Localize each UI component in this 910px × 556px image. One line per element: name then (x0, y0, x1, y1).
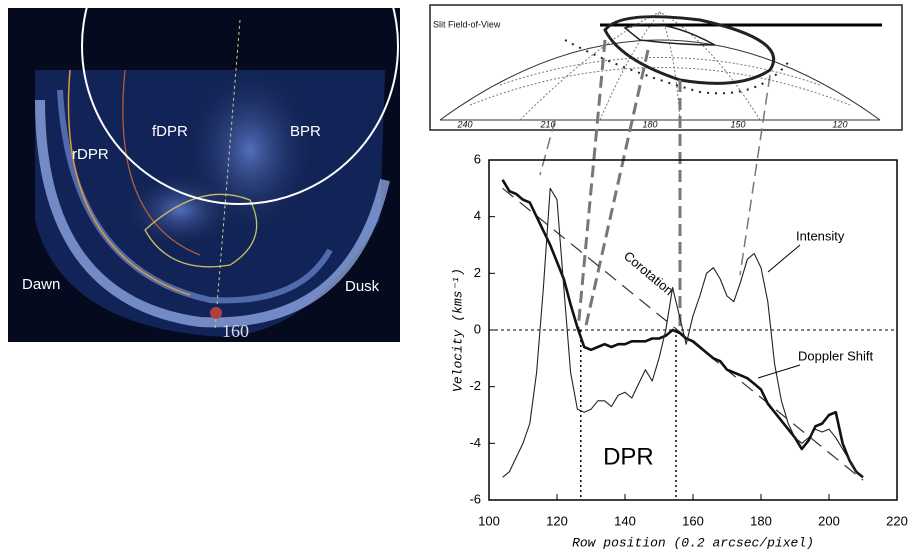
projection-panel (429, 4, 903, 131)
image-label: rDPR (72, 146, 109, 163)
y-tick-label: -6 (469, 491, 481, 506)
leader (767, 244, 801, 273)
y-tick-label: -2 (469, 378, 481, 393)
x-tick-label: 100 (478, 513, 500, 528)
connector-lines (539, 39, 771, 331)
image-label: BPR (290, 123, 321, 140)
x-tick-label: 140 (614, 513, 636, 528)
lon-label: 180 (642, 119, 657, 129)
lon-label: 150 (730, 119, 745, 129)
image-label: fDPR (152, 123, 188, 140)
y-tick-label: 0 (474, 321, 481, 336)
projection-title: Slit Field-of-View (433, 19, 501, 29)
x-tick-label: 180 (750, 513, 772, 528)
y-tick-label: 4 (474, 208, 481, 223)
y-axis-label: Velocity (kms⁻¹) (450, 268, 465, 392)
y-tick-label: 2 (474, 265, 481, 280)
x-tick-label: 120 (546, 513, 568, 528)
y-tick-label: 6 (474, 151, 481, 166)
aurora-image (8, 0, 400, 342)
lon-label: 240 (456, 119, 472, 129)
image-label: Dawn (22, 276, 60, 293)
y-tick-label: -4 (469, 435, 481, 450)
x-tick-label: 220 (886, 513, 908, 528)
series-label: Doppler Shift (798, 348, 874, 363)
x-axis-label: Row position (0.2 arcsec/pixel) (572, 535, 814, 550)
x-tick-label: 160 (682, 513, 704, 528)
series-line (502, 187, 864, 478)
image-label: 160 (222, 321, 249, 341)
x-tick-label: 200 (818, 513, 840, 528)
series-label: Intensity (796, 228, 845, 243)
region-label: DPR (603, 443, 654, 470)
image-label: Dusk (345, 278, 380, 295)
lon-label: 120 (832, 119, 847, 129)
lon-label: 210 (539, 119, 555, 129)
leader (757, 364, 801, 379)
